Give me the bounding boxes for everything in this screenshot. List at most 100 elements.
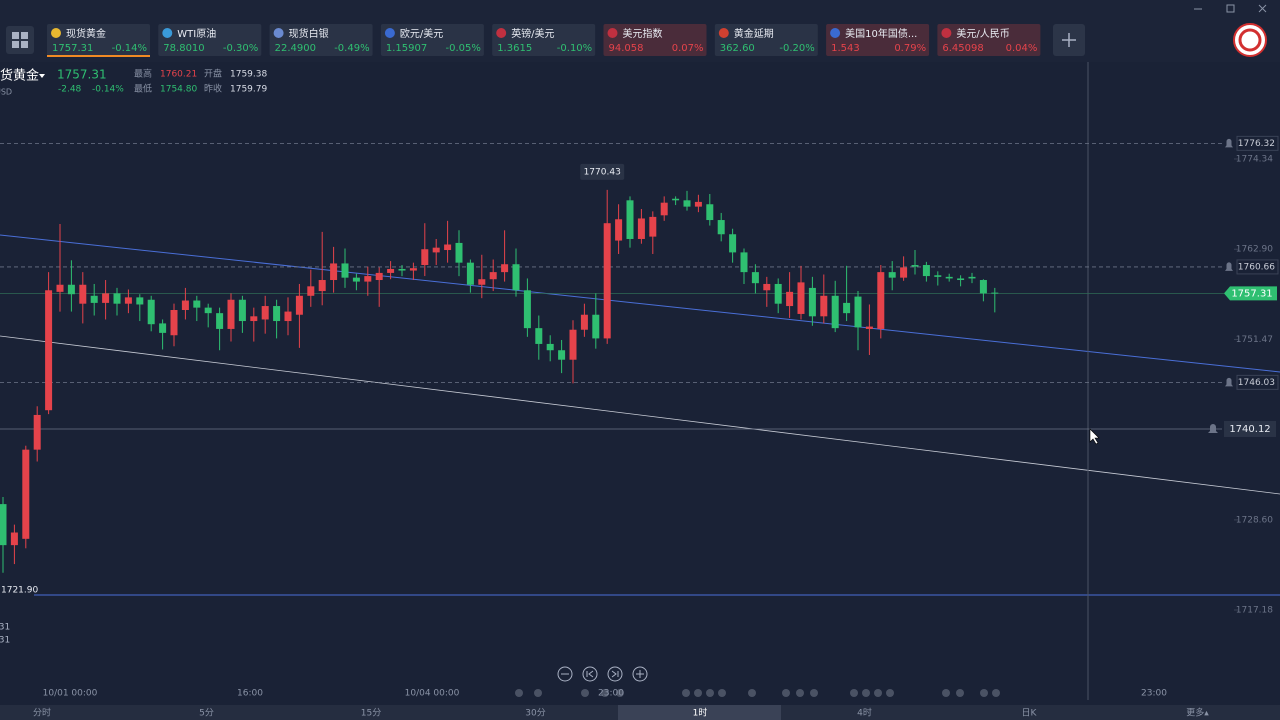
candle-body xyxy=(398,268,406,271)
event-marker[interactable] xyxy=(782,689,790,697)
ticker-card[interactable] xyxy=(380,24,484,56)
candle-body xyxy=(820,295,828,317)
instrument-change: -2.48 xyxy=(58,85,82,95)
event-marker[interactable] xyxy=(862,689,870,697)
event-marker[interactable] xyxy=(616,689,624,697)
chart-controls xyxy=(557,666,648,682)
ticker-price: 1.543 xyxy=(831,43,860,54)
ticker-name: 美元/人民币 xyxy=(956,27,1009,40)
event-marker[interactable] xyxy=(515,689,523,697)
timeframe-tab[interactable]: 更多▴ xyxy=(1186,707,1209,719)
event-marker[interactable] xyxy=(874,689,882,697)
last-price-badge xyxy=(1224,286,1277,301)
event-marker[interactable] xyxy=(718,689,726,697)
candle-body xyxy=(318,280,326,292)
ticker-card[interactable] xyxy=(603,24,707,56)
ticker-change: 0.79% xyxy=(894,43,926,54)
candle-body xyxy=(455,242,463,263)
event-marker[interactable] xyxy=(850,689,858,697)
y-tick-label: 1717.18 xyxy=(1236,605,1273,615)
timeframe-active xyxy=(618,705,781,720)
ticker-change: -0.20% xyxy=(779,43,814,54)
event-marker[interactable] xyxy=(992,689,1000,697)
timeframe-tab[interactable]: 15分 xyxy=(361,708,381,719)
x-tick-label: 23:00 xyxy=(598,689,624,699)
event-marker[interactable] xyxy=(810,689,818,697)
window-controls xyxy=(1194,4,1267,13)
timeframe-tab[interactable]: 分时 xyxy=(33,707,51,719)
ticker-name: WTI原油 xyxy=(177,27,216,40)
ticker-card[interactable] xyxy=(826,24,930,56)
event-marker[interactable] xyxy=(748,689,756,697)
crosshair-bell[interactable] xyxy=(1208,423,1218,433)
timeframe-tab[interactable]: 5分 xyxy=(199,708,214,719)
alert-bell[interactable] xyxy=(1225,377,1233,387)
candle-body xyxy=(968,276,976,279)
ticker-icon xyxy=(51,28,61,38)
alert-label: 1776.32 xyxy=(1238,139,1275,149)
scroll-start[interactable] xyxy=(582,666,598,682)
stat-label: 昨收 xyxy=(204,83,222,95)
candle-body xyxy=(113,293,121,304)
timeframe-tab[interactable]: 4时 xyxy=(857,707,872,719)
event-marker[interactable] xyxy=(942,689,950,697)
candle-body xyxy=(489,272,497,280)
candle-body xyxy=(10,532,18,546)
ticker-change: -0.10% xyxy=(557,43,592,54)
candle-body xyxy=(763,283,771,291)
stat-value: 1759.79 xyxy=(230,85,267,95)
candle-body xyxy=(523,290,531,329)
event-marker[interactable] xyxy=(706,689,714,697)
ticker-name: 美元指数 xyxy=(623,27,663,40)
candle-body xyxy=(466,262,474,285)
close[interactable] xyxy=(1258,4,1267,13)
event-marker[interactable] xyxy=(980,689,988,697)
candle-body xyxy=(580,314,588,330)
timeframe-tab[interactable]: 30分 xyxy=(525,708,545,719)
restore[interactable] xyxy=(1226,4,1235,13)
dropdown-arrow[interactable] xyxy=(39,74,45,78)
event-marker[interactable] xyxy=(581,689,589,697)
ticker-card[interactable] xyxy=(158,24,262,56)
candle-body xyxy=(865,326,873,329)
ticker-icon xyxy=(162,28,173,38)
event-marker[interactable] xyxy=(956,689,964,697)
event-marker[interactable] xyxy=(886,689,894,697)
trend-line xyxy=(0,234,1280,373)
timeframe-tab[interactable]: 日K xyxy=(1022,708,1038,719)
candle-body xyxy=(729,234,737,253)
menu-icon xyxy=(12,32,28,48)
event-marker[interactable] xyxy=(796,689,804,697)
ticker-card[interactable] xyxy=(492,24,596,56)
zoom-in[interactable] xyxy=(632,666,648,682)
menu-button[interactable] xyxy=(6,26,34,54)
alert-bell[interactable] xyxy=(1225,138,1233,148)
scroll-end[interactable] xyxy=(607,666,623,682)
ticker-card[interactable] xyxy=(47,24,150,56)
event-marker[interactable] xyxy=(534,689,542,697)
ticker-card[interactable] xyxy=(269,24,373,56)
ticker-card[interactable] xyxy=(714,24,818,56)
ticker-change: 0.04% xyxy=(1006,43,1038,54)
candle-body xyxy=(683,200,691,207)
price-label: 1757.31 xyxy=(0,636,10,646)
alert-bell[interactable] xyxy=(1225,262,1233,271)
ticker-price: 94.058 xyxy=(609,43,644,54)
zoom-out[interactable] xyxy=(557,666,573,682)
ticker-price: 22.4900 xyxy=(275,43,316,54)
candle-body xyxy=(261,306,269,320)
candle-body xyxy=(808,287,816,317)
ticker-card[interactable] xyxy=(937,24,1041,56)
candle-body xyxy=(216,313,224,329)
event-marker[interactable] xyxy=(601,689,609,697)
event-marker[interactable] xyxy=(694,689,702,697)
ticker-price: 1.15907 xyxy=(386,43,427,54)
y-tick-label: 1751.47 xyxy=(1236,335,1273,345)
event-marker[interactable] xyxy=(682,689,690,697)
ticker-price: 6.45098 xyxy=(942,43,983,54)
candle-body xyxy=(922,265,930,277)
timeframe-tab[interactable]: 1时 xyxy=(693,707,708,719)
candle-body xyxy=(535,328,543,344)
alert-label-box xyxy=(1236,259,1279,275)
